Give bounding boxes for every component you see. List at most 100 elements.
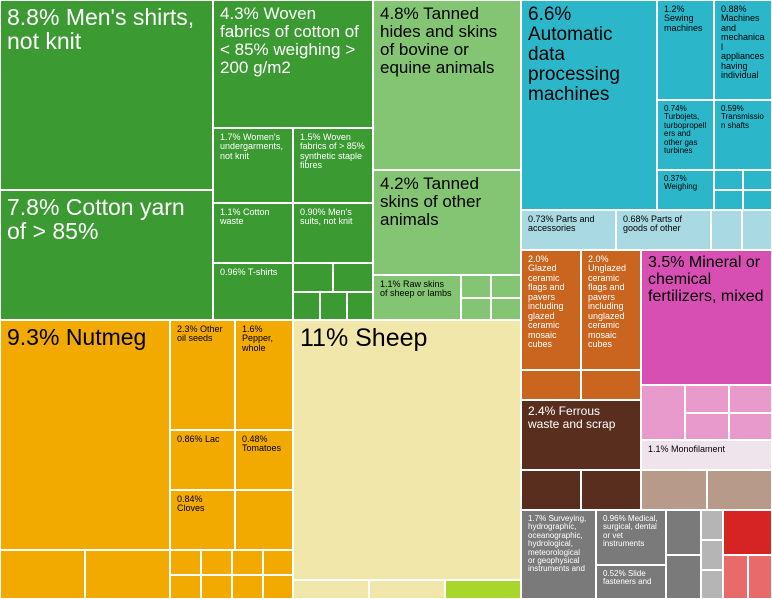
treemap-cell-pink-fill-1 (641, 385, 685, 440)
treemap-cell-parts-acc: 0.73% Parts and accessories (521, 210, 616, 250)
treemap-cell-green-fill-3 (293, 292, 320, 320)
treemap-cell-tanned-bovine: 4.8% Tanned hides and skins of bovine or… (373, 0, 521, 170)
treemap-cell-yel-fill-8 (170, 575, 201, 599)
treemap-cell-label: 0.48% Tomatoes (242, 435, 286, 454)
treemap-cell-surveying: 1.7% Surveying, hydrographic, oceanograp… (521, 510, 596, 599)
treemap-cell-label: 1.6% Pepper, whole (242, 325, 286, 353)
treemap-cell-red-3 (748, 555, 772, 599)
treemap-cell-yel-fill-3 (85, 550, 170, 599)
treemap-cell-yel-fill-1 (235, 490, 293, 550)
treemap-cell-ltblue-fill-1 (711, 210, 742, 250)
treemap-cell-label: 0.86% Lac (177, 435, 228, 444)
treemap-cell-tanned-other: 4.2% Tanned skins of other animals (373, 170, 521, 275)
treemap-cell-raw-skins-sheep: 1.1% Raw skins of sheep or lambs (373, 275, 461, 320)
treemap-cell-label: 0.74% Turbojets, turbopropellers and oth… (664, 105, 707, 155)
treemap-cell-ltgreen-fill-2 (491, 275, 521, 298)
treemap-cell-pink-fill-3 (729, 385, 772, 413)
treemap-cell-yel-fill-2 (0, 550, 85, 599)
treemap-cell-label: 1.5% Woven fabrics of > 85% synthetic st… (300, 133, 366, 171)
treemap-cell-label: 7.8% Cotton yarn of > 85% (7, 195, 206, 243)
treemap-cell-label: 0.88% Machines and mechanical appliances… (721, 5, 765, 81)
treemap-cell-yel-fill-11 (263, 575, 293, 599)
treemap-cell-medical-instr: 0.96% Medical, surgical, dental or vet i… (596, 510, 666, 565)
treemap-cell-yel-fill-10 (232, 575, 263, 599)
treemap-cell-label: 1.1% Cotton waste (220, 208, 286, 227)
treemap-cell-label: 1.1% Raw skins of sheep or lambs (380, 280, 454, 299)
treemap-cell-womens-undergar: 1.7% Women's undergarments, not knit (213, 128, 293, 203)
treemap-cell-glazed-ceramic: 2.0% Glazed ceramic flags and pavers inc… (521, 250, 581, 370)
treemap-cell-grey-fill-3 (701, 510, 723, 540)
treemap-cell-ltblue-fill-2 (742, 210, 772, 250)
treemap-cell-label: 4.2% Tanned skins of other animals (380, 175, 514, 229)
treemap-cell-label: 0.73% Parts and accessories (528, 215, 609, 234)
treemap-cell-tomatoes: 0.48% Tomatoes (235, 430, 293, 490)
treemap-cell-grey-fill-5 (701, 570, 723, 599)
treemap-cell-label: 4.8% Tanned hides and skins of bovine or… (380, 5, 514, 76)
treemap-cell-label: 0.96% T-shirts (220, 268, 286, 277)
treemap-cell-yel-fill-5 (201, 550, 232, 575)
treemap-cell-ltgreen-fill-4 (491, 298, 521, 320)
treemap-cell-green-fill-1 (293, 263, 333, 292)
treemap-cell-adp-machines: 6.6% Automatic data processing machines (521, 0, 657, 210)
treemap-cell-cloves: 0.84% Cloves (170, 490, 235, 550)
treemap-cell-orange-fill-1 (521, 370, 581, 400)
treemap-cell-brown-fill-1 (521, 470, 581, 510)
treemap-cell-cream-fill-2 (369, 580, 445, 599)
treemap-cell-mech-appliances: 0.88% Machines and mechanical appliances… (714, 0, 772, 100)
treemap-cell-yel-fill-9 (201, 575, 232, 599)
treemap-cell-parts-goods: 0.68% Parts of goods of other (616, 210, 711, 250)
treemap-cell-cream-fill-1 (293, 580, 369, 599)
treemap-cell-pink-fill-4 (685, 413, 729, 440)
treemap-cell-woven-fabrics: 4.3% Woven fabrics of cotton of < 85% we… (213, 0, 373, 128)
treemap-cell-red-2 (723, 555, 748, 599)
treemap-cell-brown-fill-2 (581, 470, 641, 510)
treemap-cell-cyan-fill-1 (714, 170, 743, 190)
treemap-cell-yel-fill-6 (232, 550, 263, 575)
treemap-cell-label: 1.2% Sewing machines (664, 5, 707, 33)
treemap-cell-pink-fill-5 (729, 413, 772, 440)
treemap-cell-label: 6.6% Automatic data processing machines (528, 5, 650, 105)
treemap-cell-turbojets: 0.74% Turbojets, turbopropellers and oth… (657, 100, 714, 170)
treemap-cell-ferrous-scrap: 2.4% Ferrous waste and scrap (521, 400, 641, 470)
treemap-cell-label: 0.68% Parts of goods of other (623, 215, 704, 234)
treemap-cell-label: 0.84% Cloves (177, 495, 228, 514)
treemap-cell-label: 2.0% Glazed ceramic flags and pavers inc… (528, 255, 574, 349)
treemap-cell-fertilizers: 3.5% Mineral or chemical fertilizers, mi… (641, 250, 772, 385)
treemap-cell-label: 1.1% Monofilament (648, 445, 765, 454)
treemap-cell-nutmeg: 9.3% Nutmeg (0, 320, 170, 550)
treemap-cell-label: 0.90% Men's suits, not knit (300, 208, 366, 227)
treemap-cell-mens-suits: 0.90% Men's suits, not knit (293, 203, 373, 263)
treemap-cell-red-1 (723, 510, 772, 555)
treemap-cell-weighing: 0.37% Weighing (657, 170, 714, 210)
treemap-cell-label: 0.37% Weighing (664, 175, 707, 192)
treemap-cell-label: 1.7% Surveying, hydrographic, oceanograp… (528, 515, 589, 574)
treemap-cell-pink-fill-2 (685, 385, 729, 413)
treemap-cell-sheep: 11% Sheep (293, 320, 521, 580)
treemap-cell-pepper: 1.6% Pepper, whole (235, 320, 293, 430)
treemap-cell-yel-fill-4 (170, 550, 201, 575)
treemap-cell-slide-fasteners: 0.52% Slide fasteners and (596, 565, 666, 599)
treemap-cell-ltgreen-fill-1 (461, 275, 491, 298)
treemap-cell-label: 8.8% Men's shirts, not knit (7, 5, 206, 53)
treemap-cell-label: 3.5% Mineral or chemical fertilizers, mi… (648, 255, 765, 305)
treemap-cell-monofilament: 1.1% Monofilament (641, 440, 772, 470)
treemap-cell-cyan-fill-2 (743, 170, 772, 190)
treemap-cell-label: 9.3% Nutmeg (7, 325, 163, 349)
treemap-cell-unglazed-ceramic: 2.0% Unglazed ceramic flags and pavers i… (581, 250, 641, 370)
treemap-cell-cotton-yarn: 7.8% Cotton yarn of > 85% (0, 190, 213, 320)
treemap-cell-lac: 0.86% Lac (170, 430, 235, 490)
treemap-cell-tshirts: 0.96% T-shirts (213, 263, 293, 320)
treemap-cell-grey-fill-4 (701, 540, 723, 570)
treemap-cell-label: 0.52% Slide fasteners and (603, 570, 659, 587)
treemap-cell-ltbrown-fill-2 (707, 470, 772, 510)
treemap-cell-yel-fill-7 (263, 550, 293, 575)
treemap-cell-label: 0.59% Transmission shafts (721, 105, 765, 130)
treemap-container: 8.8% Men's shirts, not knit 7.8% Cotton y… (0, 0, 772, 599)
treemap-cell-green-fill-5 (347, 292, 373, 320)
treemap-cell-label: 11% Sheep (300, 325, 514, 351)
treemap-cell-label: 4.3% Woven fabrics of cotton of < 85% we… (220, 5, 366, 76)
treemap-cell-ltbrown-fill-1 (641, 470, 707, 510)
treemap-cell-ltgreen-fill-3 (461, 298, 491, 320)
treemap-cell-oilseeds: 2.3% Other oil seeds (170, 320, 235, 430)
treemap-cell-grey-fill-1 (666, 510, 701, 555)
